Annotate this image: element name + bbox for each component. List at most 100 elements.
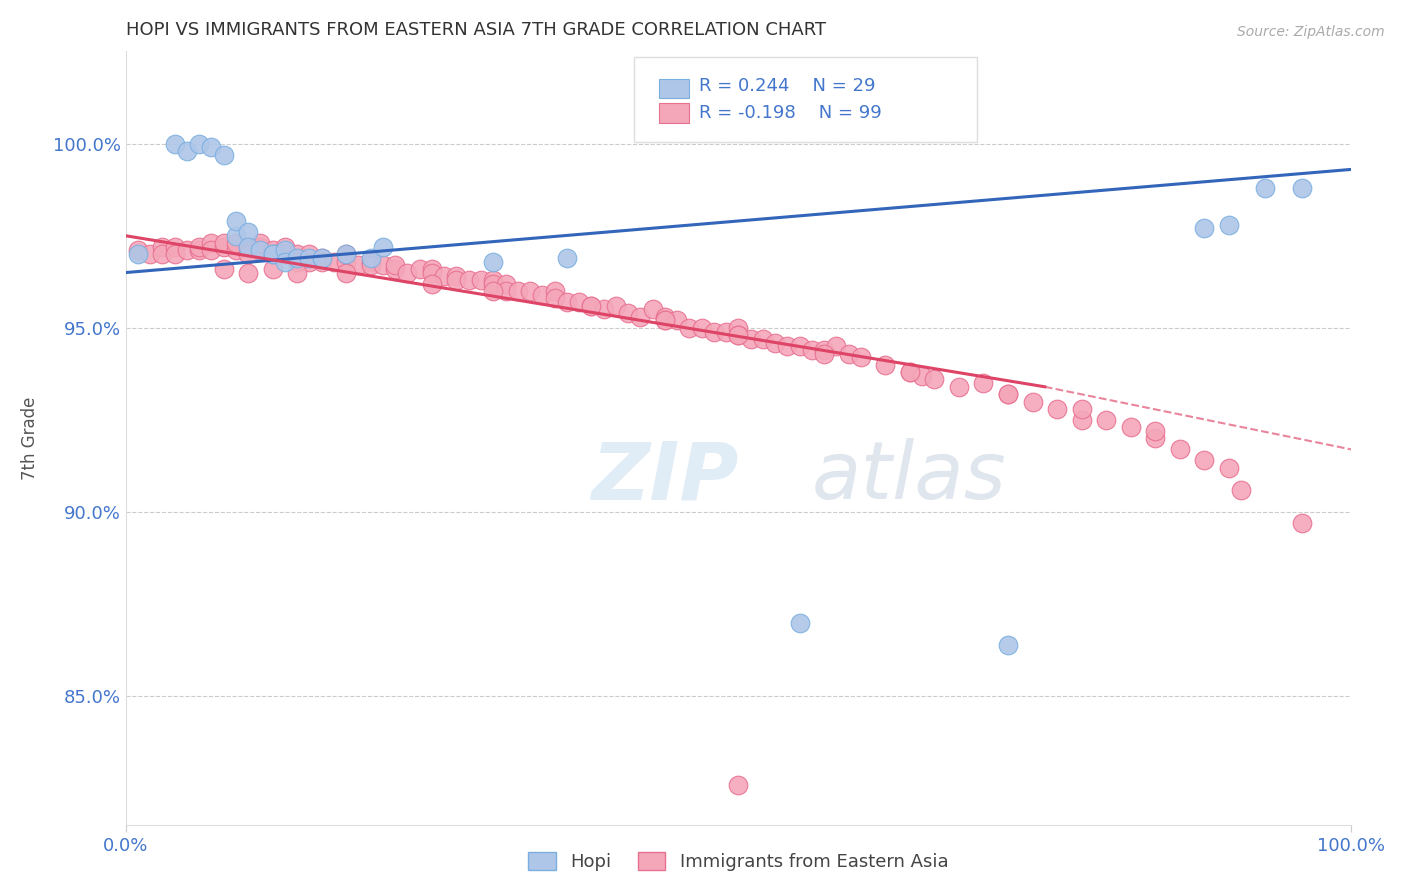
Point xyxy=(654,310,676,324)
Point xyxy=(1095,413,1118,427)
Point xyxy=(371,258,394,272)
Point xyxy=(446,269,468,284)
Point xyxy=(555,295,578,310)
Point xyxy=(150,240,173,254)
Point xyxy=(825,339,848,353)
Point xyxy=(188,136,211,151)
Point xyxy=(714,325,737,339)
Point xyxy=(1070,413,1092,427)
Point xyxy=(457,273,479,287)
Point xyxy=(225,214,247,228)
Point xyxy=(628,310,651,324)
Point xyxy=(236,240,259,254)
Text: R = 0.244    N = 29: R = 0.244 N = 29 xyxy=(699,78,876,95)
Point xyxy=(740,332,762,346)
Point xyxy=(997,387,1019,401)
Point xyxy=(200,244,222,258)
Point xyxy=(482,284,505,298)
Point xyxy=(592,302,614,317)
Point xyxy=(347,258,370,272)
Point xyxy=(262,261,284,276)
FancyBboxPatch shape xyxy=(659,78,689,98)
Point xyxy=(163,247,186,261)
Point xyxy=(212,261,235,276)
Point xyxy=(568,295,591,310)
Text: ZIP: ZIP xyxy=(592,438,738,516)
Point xyxy=(236,266,259,280)
Point xyxy=(1070,401,1092,416)
Point xyxy=(1291,181,1313,195)
Text: R = -0.198    N = 99: R = -0.198 N = 99 xyxy=(699,103,882,121)
Point xyxy=(420,261,443,276)
Point xyxy=(409,261,432,276)
Point xyxy=(1046,401,1069,416)
Point xyxy=(1291,516,1313,530)
Point xyxy=(163,240,186,254)
Point xyxy=(262,247,284,261)
Point xyxy=(433,269,456,284)
Point xyxy=(249,240,271,254)
Point xyxy=(948,380,970,394)
Text: HOPI VS IMMIGRANTS FROM EASTERN ASIA 7TH GRADE CORRELATION CHART: HOPI VS IMMIGRANTS FROM EASTERN ASIA 7TH… xyxy=(125,21,825,39)
Point xyxy=(654,313,676,327)
Point xyxy=(371,240,394,254)
Point xyxy=(875,358,897,372)
Point xyxy=(360,251,382,265)
Point xyxy=(997,387,1019,401)
Point xyxy=(617,306,640,320)
Y-axis label: 7th Grade: 7th Grade xyxy=(21,397,39,480)
Point xyxy=(335,247,357,261)
Point xyxy=(703,325,725,339)
Point xyxy=(605,299,627,313)
Point xyxy=(225,244,247,258)
Point xyxy=(285,254,308,268)
Point xyxy=(236,240,259,254)
Point xyxy=(396,266,419,280)
Point xyxy=(285,251,308,265)
Point xyxy=(311,251,333,265)
Point xyxy=(298,254,321,268)
Point xyxy=(262,244,284,258)
Point xyxy=(249,244,271,258)
Point xyxy=(298,247,321,261)
Point xyxy=(200,236,222,251)
Point xyxy=(581,299,603,313)
Point xyxy=(1168,442,1191,457)
Point xyxy=(188,240,211,254)
Point xyxy=(384,261,406,276)
Point xyxy=(519,284,541,298)
Point xyxy=(506,284,529,298)
Point xyxy=(274,240,297,254)
Point xyxy=(311,251,333,265)
Point xyxy=(1218,218,1240,232)
Text: Source: ZipAtlas.com: Source: ZipAtlas.com xyxy=(1237,25,1385,39)
Point xyxy=(176,144,198,158)
Point xyxy=(225,228,247,243)
Point xyxy=(1021,394,1043,409)
Point xyxy=(789,615,811,630)
Point xyxy=(482,254,505,268)
Point xyxy=(898,365,921,379)
Point xyxy=(298,251,321,265)
Point xyxy=(495,277,517,291)
Point xyxy=(813,343,835,357)
Point xyxy=(838,346,860,360)
Point xyxy=(495,284,517,298)
Point xyxy=(1192,453,1215,467)
Point xyxy=(470,273,492,287)
Point xyxy=(236,247,259,261)
Point xyxy=(285,266,308,280)
Point xyxy=(262,247,284,261)
Point xyxy=(727,328,749,343)
Point xyxy=(543,284,565,298)
Text: atlas: atlas xyxy=(811,438,1007,516)
Point xyxy=(482,277,505,291)
Legend: Hopi, Immigrants from Eastern Asia: Hopi, Immigrants from Eastern Asia xyxy=(522,845,956,878)
Point xyxy=(311,254,333,268)
FancyBboxPatch shape xyxy=(659,103,689,123)
Point xyxy=(285,247,308,261)
Point xyxy=(543,291,565,305)
Point xyxy=(482,273,505,287)
Point xyxy=(446,273,468,287)
Point xyxy=(274,254,297,268)
